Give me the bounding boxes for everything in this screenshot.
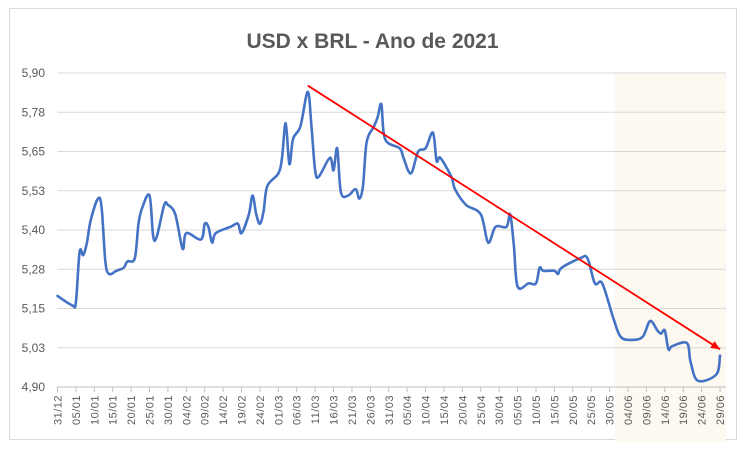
x-tick-label: 24/02	[255, 395, 267, 425]
x-tick-label: 11/03	[310, 395, 322, 424]
y-tick-label: 4,90	[22, 380, 46, 394]
x-tick-label: 01/03	[273, 395, 285, 425]
x-tick-label: 14/02	[218, 395, 230, 425]
x-tick-label: 29/06	[715, 395, 727, 425]
x-tick-label: 16/03	[329, 395, 341, 425]
x-tick-label: 19/02	[237, 395, 249, 425]
x-tick-label: 25/05	[586, 395, 598, 425]
y-tick-label: 5,15	[22, 302, 46, 316]
x-tick-label: 06/03	[292, 395, 304, 425]
x-tick-label: 04/02	[181, 395, 193, 425]
x-tick-label: 10/04	[421, 395, 433, 425]
x-tick-label: 25/01	[145, 395, 157, 425]
x-tick-label: 21/03	[347, 395, 359, 425]
chart-title: USD x BRL - Ano de 2021	[246, 30, 499, 53]
x-tick-label: 15/04	[439, 395, 451, 425]
x-tick-label: 05/01	[71, 395, 83, 425]
x-tick-label: 04/06	[623, 395, 635, 425]
x-tick-label: 30/05	[605, 395, 617, 425]
x-tick-label: 31/12	[53, 395, 65, 425]
x-tick-label: 19/06	[678, 395, 690, 425]
x-tick-label: 30/04	[494, 395, 506, 425]
x-tick-label: 20/04	[457, 395, 469, 425]
y-tick-label: 5,28	[22, 262, 46, 276]
usd-brl-line	[56, 90, 722, 383]
x-tick-label: 05/04	[402, 395, 414, 425]
y-tick-label: 5,65	[22, 145, 46, 159]
x-tick-label: 20/01	[126, 395, 138, 425]
x-tick-label: 10/01	[89, 395, 101, 425]
y-tick-label: 5,90	[22, 66, 46, 80]
x-tick-label: 25/04	[476, 395, 488, 425]
x-tick-label: 05/05	[513, 395, 525, 425]
x-tick-label: 24/06	[697, 395, 709, 425]
y-tick-label: 5,40	[22, 223, 46, 237]
y-tick-label: 5,78	[22, 105, 46, 119]
trend-arrow-line	[307, 84, 721, 351]
x-tick-label: 31/03	[384, 395, 396, 425]
x-tick-label: 10/05	[531, 395, 543, 425]
x-tick-label: 26/03	[365, 395, 377, 425]
x-tick-label: 30/01	[163, 395, 175, 425]
y-tick-label: 5,03	[22, 341, 46, 355]
x-tick-label: 20/05	[568, 395, 580, 425]
x-tick-label: 15/01	[108, 395, 120, 425]
y-tick-label: 5,53	[22, 184, 46, 198]
x-tick-label: 09/02	[200, 395, 212, 425]
trend-arrow-head	[710, 341, 720, 350]
x-tick-label: 15/05	[549, 395, 561, 425]
x-tick-label: 09/06	[641, 395, 653, 425]
x-tick-label: 14/06	[660, 395, 672, 425]
